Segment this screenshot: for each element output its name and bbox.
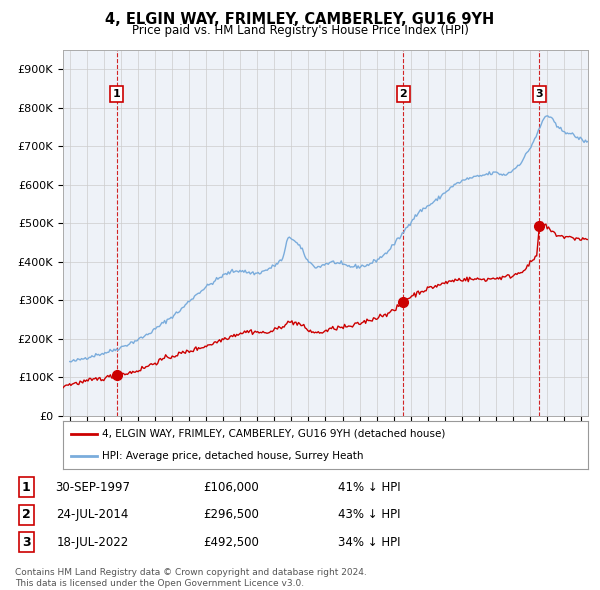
Text: 34% ↓ HPI: 34% ↓ HPI <box>338 536 400 549</box>
Text: 30-SEP-1997: 30-SEP-1997 <box>55 481 130 494</box>
Text: This data is licensed under the Open Government Licence v3.0.: This data is licensed under the Open Gov… <box>15 579 304 588</box>
Text: £106,000: £106,000 <box>203 481 259 494</box>
Text: 4, ELGIN WAY, FRIMLEY, CAMBERLEY, GU16 9YH: 4, ELGIN WAY, FRIMLEY, CAMBERLEY, GU16 9… <box>106 12 494 27</box>
Text: 1: 1 <box>22 481 31 494</box>
Text: Price paid vs. HM Land Registry's House Price Index (HPI): Price paid vs. HM Land Registry's House … <box>131 24 469 37</box>
Text: 41% ↓ HPI: 41% ↓ HPI <box>338 481 400 494</box>
Text: 3: 3 <box>535 89 543 99</box>
Text: 2: 2 <box>22 508 31 522</box>
Text: Contains HM Land Registry data © Crown copyright and database right 2024.: Contains HM Land Registry data © Crown c… <box>15 568 367 576</box>
Text: 4, ELGIN WAY, FRIMLEY, CAMBERLEY, GU16 9YH (detached house): 4, ELGIN WAY, FRIMLEY, CAMBERLEY, GU16 9… <box>103 429 446 439</box>
Text: HPI: Average price, detached house, Surrey Heath: HPI: Average price, detached house, Surr… <box>103 451 364 461</box>
Text: 18-JUL-2022: 18-JUL-2022 <box>56 536 129 549</box>
Text: 3: 3 <box>22 536 31 549</box>
Text: 1: 1 <box>113 89 121 99</box>
Text: £296,500: £296,500 <box>203 508 259 522</box>
Text: £492,500: £492,500 <box>203 536 259 549</box>
Text: 43% ↓ HPI: 43% ↓ HPI <box>338 508 400 522</box>
Text: 2: 2 <box>400 89 407 99</box>
Text: 24-JUL-2014: 24-JUL-2014 <box>56 508 129 522</box>
